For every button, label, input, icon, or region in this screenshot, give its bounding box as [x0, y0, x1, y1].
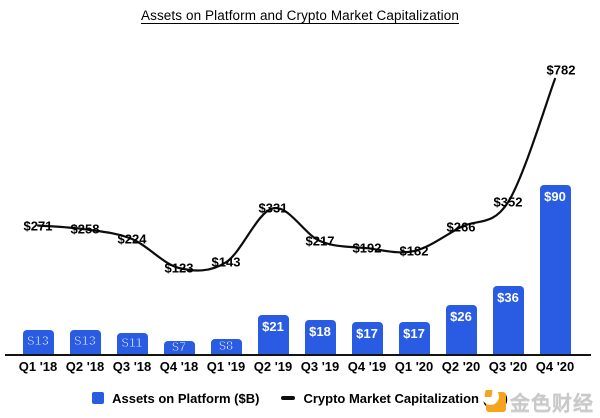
- line-value-label: $331: [258, 200, 288, 216]
- bar-q318: [116, 333, 148, 354]
- legend: Assets on Platform ($B) Crypto Market Ca…: [0, 388, 600, 408]
- x-axis-tick-label: Q1 '19: [206, 359, 246, 374]
- bar-value-label: $90: [544, 188, 566, 204]
- bar-value-label: $7: [171, 338, 187, 354]
- bar-value-label: $13: [74, 333, 97, 349]
- line-value-label: $182: [399, 243, 429, 259]
- bar-value-label: $11: [121, 335, 143, 351]
- x-axis-tick-label: Q3 '18: [112, 359, 152, 374]
- x-axis-tick-label: Q3 '20: [488, 359, 528, 374]
- x-axis-tick-label: Q2 '19: [253, 359, 293, 374]
- bar-value-label: $36: [497, 290, 519, 306]
- line-value-label: $123: [164, 260, 194, 276]
- line-value-label: $352: [493, 194, 523, 210]
- bar-q319: [304, 320, 336, 354]
- x-axis-tick-label: Q3 '19: [300, 359, 340, 374]
- line-value-label: $258: [70, 221, 100, 237]
- legend-label-assets: Assets on Platform ($B): [112, 390, 260, 406]
- line-value-label: $217: [305, 233, 335, 249]
- bar-q220: [445, 305, 477, 354]
- chart-title: Assets on Platform and Crypto Market Cap…: [141, 8, 459, 23]
- x-axis-line: [5, 354, 591, 356]
- x-axis-tick-label: Q2 '20: [441, 359, 481, 374]
- line-value-label: $192: [352, 240, 382, 256]
- watermark-text: 金色财经: [510, 393, 594, 415]
- line-series-swatch-icon: [281, 396, 296, 400]
- bar-series-swatch-icon: [92, 392, 105, 404]
- x-axis-tick-label: Q4 '19: [347, 359, 387, 374]
- legend-item-marketcap: Crypto Market Capitalization ($B): [281, 390, 508, 406]
- line-value-label: $782: [546, 62, 576, 78]
- watermark: 金色财经: [482, 387, 594, 416]
- bar-value-label: $26: [450, 309, 472, 325]
- bar-value-label: $13: [27, 333, 50, 349]
- bar-value-label: $17: [356, 326, 378, 342]
- x-axis-tick-label: Q1 '18: [18, 359, 58, 374]
- bar-q418: [163, 340, 195, 354]
- bar-q120: [398, 322, 430, 354]
- legend-item-assets: Assets on Platform ($B): [92, 391, 259, 406]
- bar-q219: [257, 314, 289, 354]
- bar-q118: [22, 329, 54, 354]
- bar-value-label: $18: [309, 324, 331, 340]
- x-axis-tick-label: Q1 '20: [394, 359, 434, 374]
- bar-q218: [69, 329, 101, 354]
- bar-value-label: $17: [403, 326, 425, 342]
- legend-label-marketcap: Crypto Market Capitalization ($B): [303, 390, 508, 406]
- crypto-line-path: [36, 77, 557, 272]
- bar-q419: [351, 322, 383, 354]
- x-axis-tick-label: Q4 '18: [159, 359, 199, 374]
- line-value-label: $143: [211, 254, 241, 270]
- line-value-label: $271: [23, 218, 53, 234]
- x-axis-tick-label: Q4 '20: [535, 359, 575, 374]
- bar-value-label: $8: [218, 337, 234, 353]
- bar-value-label: $21: [262, 318, 284, 334]
- line-value-label: $266: [446, 219, 476, 235]
- bar-q420: [539, 184, 571, 354]
- bar-q320: [492, 286, 524, 354]
- x-axis-tick-label: Q2 '18: [65, 359, 105, 374]
- jinse-finance-logo-icon: [482, 387, 506, 412]
- line-value-label: $224: [117, 231, 147, 247]
- bar-q119: [210, 338, 242, 354]
